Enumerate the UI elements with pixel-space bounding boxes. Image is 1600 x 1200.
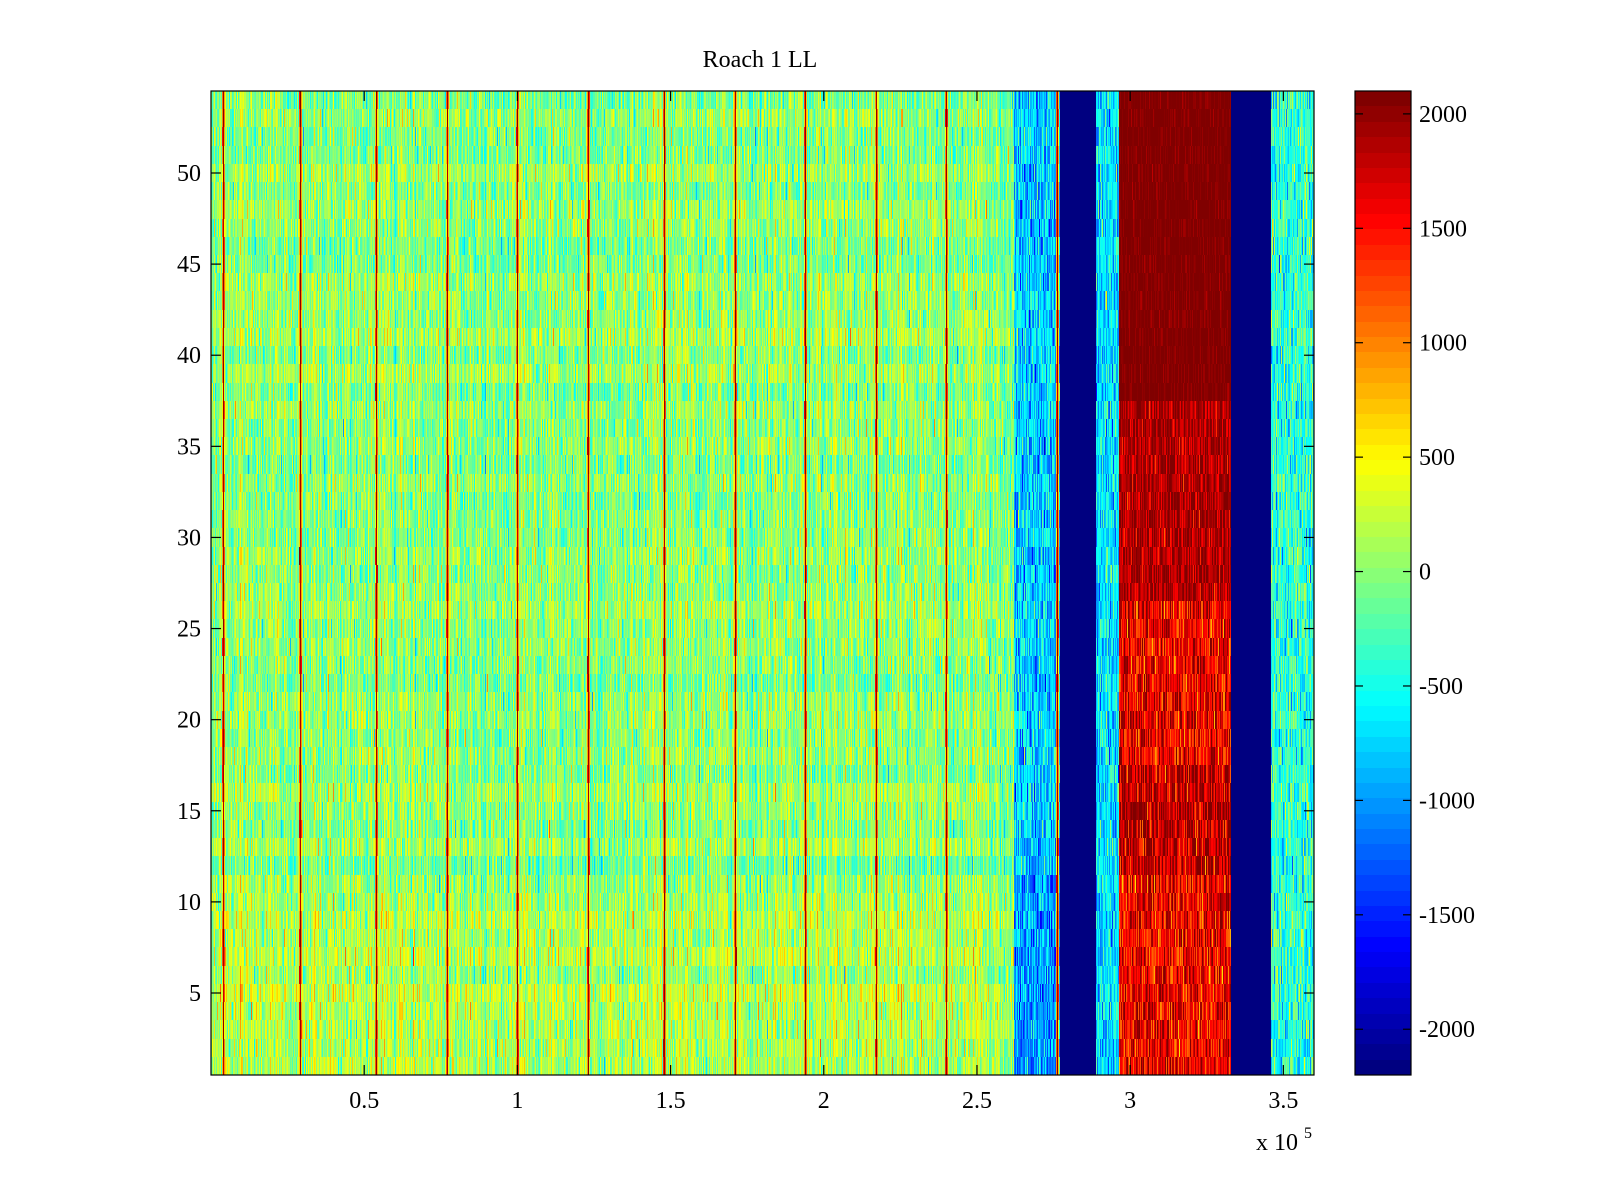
x-axis-ticks: 0.5 1 1.5 2 2.5 3 3.5	[349, 91, 1298, 1114]
colorbar-tick-label: 1500	[1419, 216, 1467, 242]
colorbar-tick-label: -1000	[1419, 788, 1475, 814]
x-axis-multiplier-exponent: 5	[1304, 1125, 1312, 1142]
chart-title: Roach 1 LL	[703, 47, 818, 73]
colorbar-ticks: 2000 1500 1000 500 0 -500 -1000 -1500 -2000	[1355, 102, 1475, 1043]
colorbar-tick-label: -1500	[1419, 903, 1475, 929]
y-tick-label: 30	[177, 525, 201, 551]
colorbar-tick-label: -2000	[1419, 1017, 1475, 1043]
x-axis-multiplier-base: x 10	[1256, 1130, 1298, 1156]
x-tick-label: 1	[511, 1088, 523, 1114]
x-axis-multiplier: x 10 5	[1256, 1125, 1312, 1156]
colorbar-tick-label: -500	[1419, 674, 1463, 700]
colorbar-gradient	[1355, 91, 1411, 1075]
y-tick-label: 25	[177, 617, 201, 643]
x-tick-label: 3.5	[1268, 1088, 1298, 1114]
heatmap-image	[211, 91, 1314, 1075]
colorbar-tick-label: 1000	[1419, 331, 1467, 357]
y-tick-label: 20	[177, 708, 201, 734]
y-tick-label: 15	[177, 799, 201, 825]
x-tick-label: 1.5	[656, 1088, 686, 1114]
y-axis-ticks: 5 10 15 20 25 30 35 40 45 50	[177, 161, 1314, 1007]
x-tick-label: 0.5	[349, 1088, 379, 1114]
y-tick-label: 50	[177, 161, 201, 187]
y-tick-label: 35	[177, 434, 201, 460]
y-tick-label: 10	[177, 890, 201, 916]
colorbar-tick-label: 0	[1419, 560, 1431, 586]
plot-axes-frame	[210, 90, 1315, 1076]
x-tick-label: 3	[1124, 1088, 1136, 1114]
colorbar-tick-label: 2000	[1419, 102, 1467, 128]
x-tick-label: 2.5	[962, 1088, 992, 1114]
x-tick-label: 2	[818, 1088, 830, 1114]
y-tick-label: 40	[177, 343, 201, 369]
y-tick-label: 45	[177, 252, 201, 278]
colorbar-frame	[1354, 90, 1412, 1076]
colorbar-tick-label: 500	[1419, 445, 1455, 471]
y-tick-label: 5	[189, 981, 201, 1007]
